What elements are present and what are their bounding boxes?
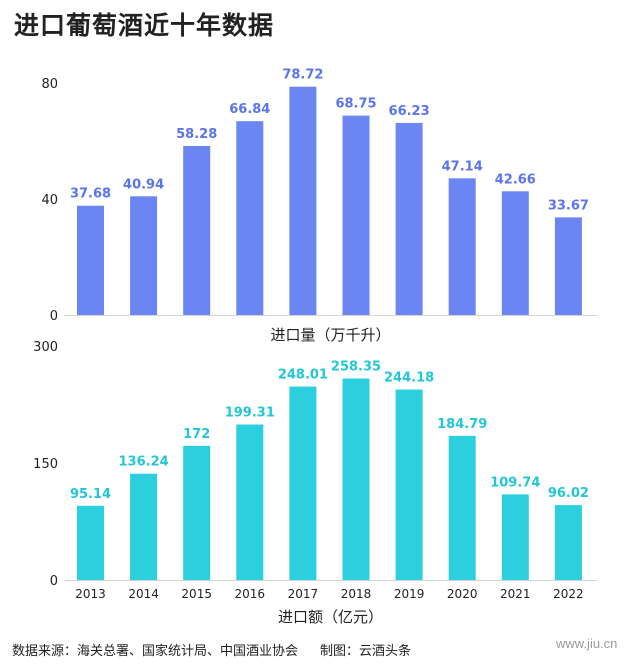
data-label: 248.01 xyxy=(278,368,328,383)
x-tick-label: 2013 xyxy=(75,587,106,601)
bar xyxy=(395,122,423,315)
page-title: 进口葡萄酒近十年数据 xyxy=(14,11,275,40)
data-label: 109.74 xyxy=(490,475,540,490)
x-tick-label: 2014 xyxy=(128,587,159,601)
data-source: 数据来源：海关总署、国家统计局、中国酒业协会 xyxy=(12,644,299,659)
bar xyxy=(236,424,264,580)
y-tick-label: 80 xyxy=(41,77,58,92)
bar xyxy=(448,178,476,315)
bar xyxy=(501,494,529,580)
y-tick-label: 40 xyxy=(41,193,58,208)
x-axis-title: 进口量（万千升） xyxy=(270,326,390,344)
data-label: 95.14 xyxy=(70,487,111,502)
x-tick-label: 2022 xyxy=(553,587,584,601)
bar xyxy=(289,86,317,315)
data-label: 258.35 xyxy=(331,359,381,374)
data-label: 37.68 xyxy=(70,187,111,202)
x-tick-label: 2021 xyxy=(500,587,531,601)
x-tick-label: 2015 xyxy=(181,587,212,601)
bar xyxy=(236,121,264,315)
x-tick-label: 2020 xyxy=(447,587,478,601)
data-label: 78.72 xyxy=(282,68,323,83)
bar xyxy=(501,191,529,315)
bar xyxy=(130,473,158,580)
bar xyxy=(554,505,582,580)
x-tick-label: 2019 xyxy=(394,587,425,601)
bar xyxy=(342,378,370,580)
y-tick-label: 0 xyxy=(50,309,58,324)
data-label: 244.18 xyxy=(384,371,434,386)
data-label: 66.84 xyxy=(229,102,270,117)
bar xyxy=(183,445,211,580)
x-tick-label: 2016 xyxy=(235,587,266,601)
bar xyxy=(130,196,158,315)
data-label: 47.14 xyxy=(442,159,483,174)
data-label: 42.66 xyxy=(495,172,536,187)
bar xyxy=(342,115,370,315)
data-label: 184.79 xyxy=(437,417,487,432)
y-tick-label: 300 xyxy=(33,340,58,355)
bar xyxy=(448,435,476,580)
data-label: 68.75 xyxy=(335,97,376,112)
x-tick-label: 2017 xyxy=(288,587,319,601)
data-label: 96.02 xyxy=(548,486,589,501)
y-tick-label: 150 xyxy=(33,457,58,472)
data-label: 136.24 xyxy=(119,455,169,470)
y-tick-label: 0 xyxy=(50,574,58,589)
chart-credit: 制图：云酒头条 xyxy=(320,644,412,659)
bar xyxy=(289,386,317,580)
bar xyxy=(395,389,423,580)
data-label: 172 xyxy=(183,427,210,442)
watermark: www.jiu.cn xyxy=(556,636,618,651)
data-label: 66.23 xyxy=(389,104,430,119)
bar xyxy=(183,145,211,315)
data-label: 58.28 xyxy=(176,127,217,142)
footer: 数据来源：海关总署、国家统计局、中国酒业协会 制图：云酒头条 xyxy=(12,640,411,659)
bar xyxy=(77,505,104,580)
x-axis-title: 进口额（亿元） xyxy=(278,608,383,626)
data-label: 40.94 xyxy=(123,177,164,192)
bar xyxy=(554,217,582,315)
x-tick-label: 2018 xyxy=(341,587,372,601)
data-label: 33.67 xyxy=(548,198,589,213)
bar xyxy=(77,205,104,315)
data-label: 199.31 xyxy=(225,406,275,421)
